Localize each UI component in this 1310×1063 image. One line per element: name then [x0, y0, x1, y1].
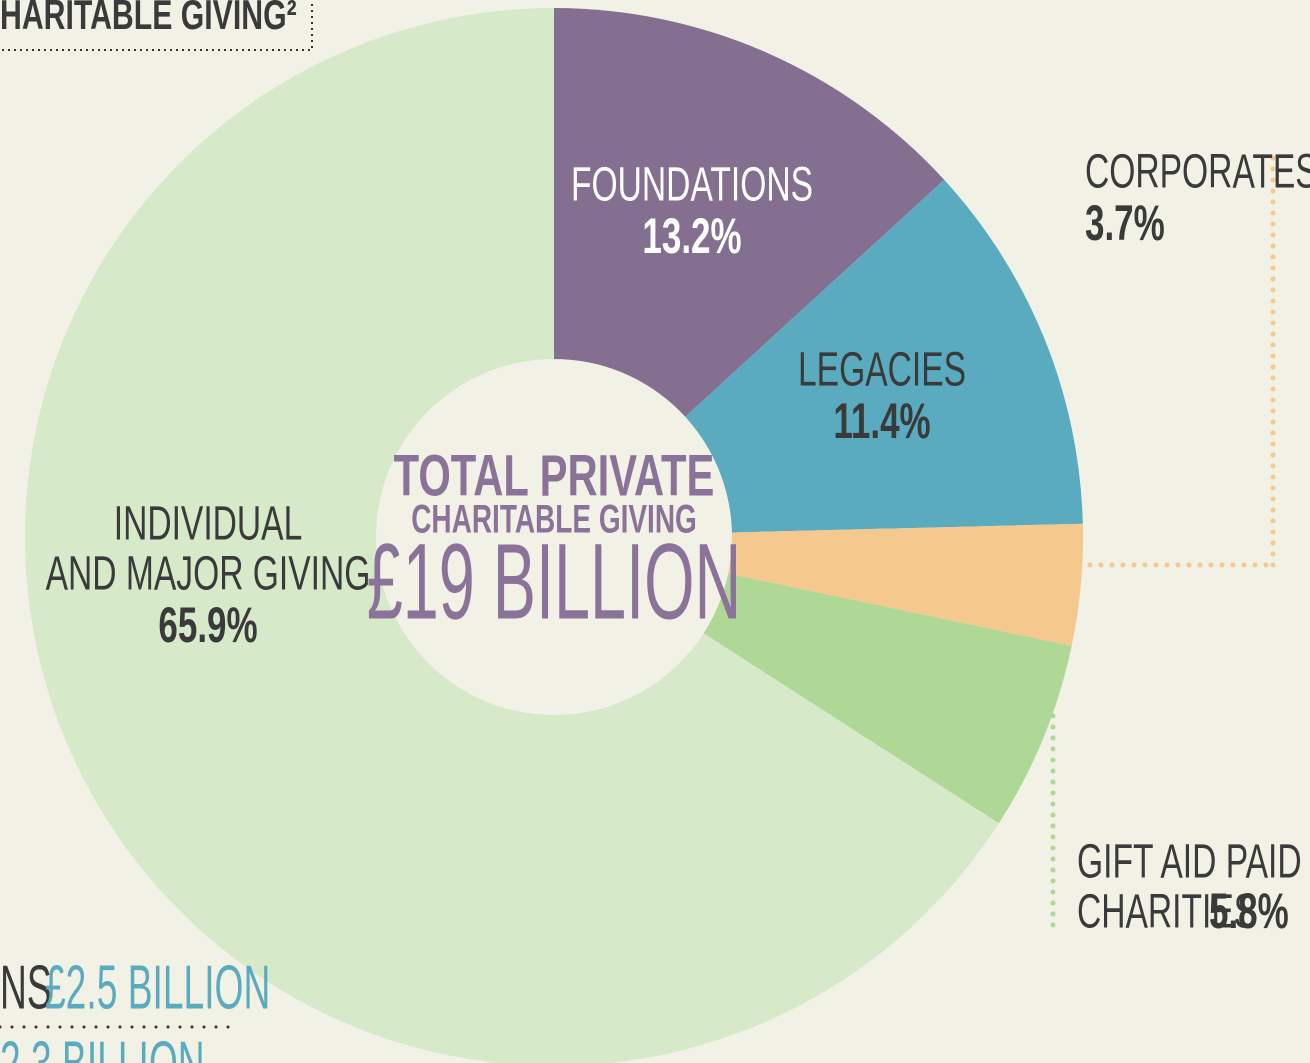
category-label-group: INDIVIDUAL AND MAJOR GIVING [46, 496, 371, 600]
footer-text: 2.3 BILLION [0, 1029, 205, 1063]
value-label-group: 65.9% [158, 598, 257, 654]
value-label-group: 5.8% [1209, 884, 1289, 940]
value-label-group: 13.2% [642, 209, 741, 265]
footer-text: NS [0, 953, 52, 1022]
category-label-group: FOUNDATIONS [571, 157, 813, 211]
value-label-group: 11.4% [833, 394, 930, 450]
category-label: GIFT AID PAID TOCHARITIES [1077, 834, 1310, 938]
value-label: 5.8% [1209, 884, 1289, 940]
category-label-group: LEGACIES [798, 342, 966, 396]
value-label: 65.9% [158, 598, 257, 654]
chart-title: HARITABLE GIVING² [0, 0, 297, 38]
chart-title-group: HARITABLE GIVING² [0, 0, 297, 38]
center-total: £19 BILLION [367, 520, 742, 641]
category-label: LEGACIES [798, 342, 966, 396]
category-label: FOUNDATIONS [571, 157, 813, 211]
value-label: 3.7% [1085, 196, 1165, 252]
center-total-group: £19 BILLION [367, 520, 742, 641]
donut-hole [376, 359, 732, 715]
category-label-group: CORPORATES [1085, 144, 1310, 198]
footer-text-group: 2.3 BILLION [0, 1029, 205, 1063]
category-label-group: GIFT AID PAID TOCHARITIES [1077, 834, 1310, 938]
footer-text: £2.5 BILLION [45, 953, 270, 1022]
center-title: TOTAL PRIVATE [394, 443, 715, 508]
category-label: INDIVIDUAL AND MAJOR GIVING [46, 496, 371, 600]
footer-text-group: NS [0, 953, 52, 1022]
value-label: 13.2% [642, 209, 741, 265]
value-label: 11.4% [833, 394, 930, 450]
center-subtitle-group: CHARITABLE GIVING [411, 498, 697, 542]
center-subtitle: CHARITABLE GIVING [411, 498, 697, 542]
value-label-group: 3.7% [1085, 196, 1165, 252]
center-title-group: TOTAL PRIVATE [394, 443, 715, 508]
footer-text-group: £2.5 BILLION [45, 953, 270, 1022]
category-label: CORPORATES [1085, 144, 1310, 198]
